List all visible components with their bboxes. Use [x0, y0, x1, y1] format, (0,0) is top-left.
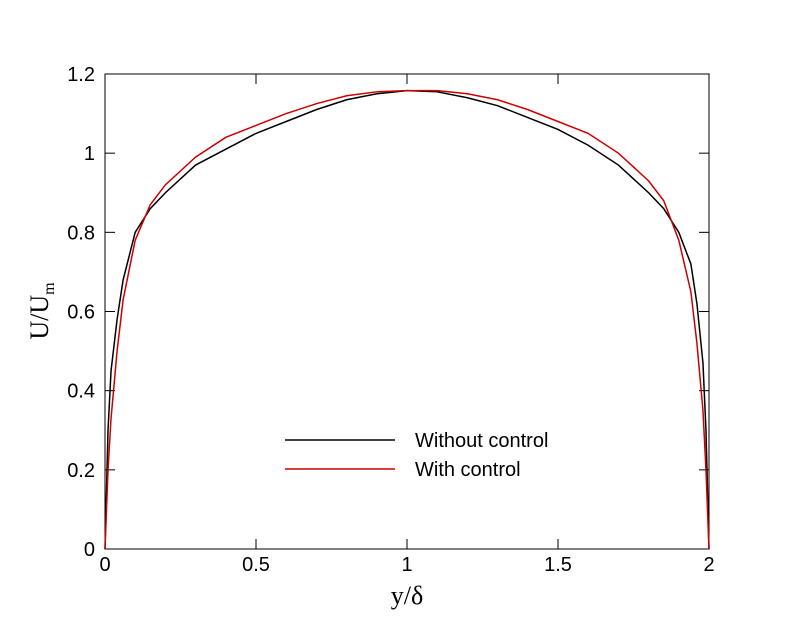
y-tick-label: 1.2 [67, 64, 95, 86]
y-axis-title-main: U/U [25, 295, 54, 340]
legend-label: With control [415, 459, 521, 481]
plot-frame [104, 73, 710, 550]
y-axis-title-group: U/Um [25, 282, 58, 340]
y-tick-label: 1 [84, 143, 95, 165]
y-axis-title: U/Um [25, 282, 58, 340]
series-line [104, 89, 710, 550]
x-tick-label: 0.5 [242, 554, 270, 576]
x-axis-title: y/δ [391, 581, 423, 610]
y-tick-label: 0.4 [67, 381, 95, 403]
x-tick-label: 2 [703, 554, 714, 576]
series-line [104, 89, 710, 550]
y-tick-label: 0.8 [67, 222, 95, 244]
legend-label: Without control [415, 430, 548, 452]
y-tick-label: 0.6 [67, 302, 95, 324]
y-axis-title-sub: m [41, 282, 58, 295]
y-tick-label: 0 [84, 539, 95, 561]
x-tick-label: 0 [99, 554, 110, 576]
x-tick-label: 1 [401, 554, 412, 576]
y-tick-label: 0.2 [67, 460, 95, 482]
x-tick-label: 1.5 [544, 554, 572, 576]
